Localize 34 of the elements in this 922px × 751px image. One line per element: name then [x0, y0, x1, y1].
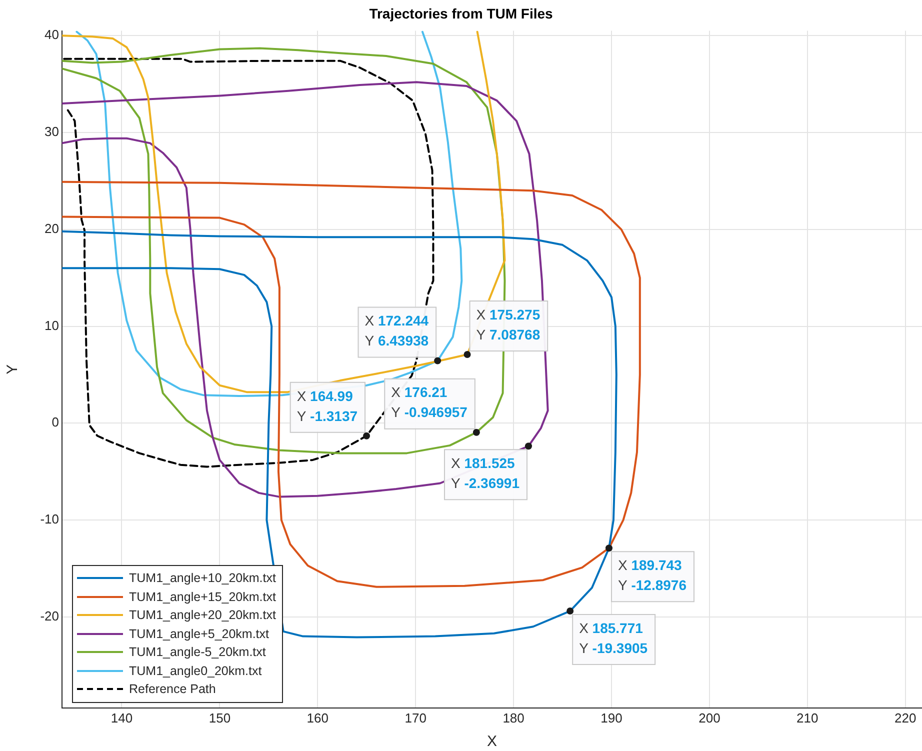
annotation: X 185.771 Y -19.3905 — [579, 620, 648, 656]
x-tick-label: 220 — [894, 710, 916, 726]
legend-label: TUM1_angle+15_20km.txt — [129, 588, 276, 606]
annotation: X 189.743 Y -12.8976 — [618, 556, 687, 593]
annotation: X 172.244 Y 6.43938 — [364, 312, 429, 349]
x-tick-label: 180 — [502, 710, 524, 726]
x-tick-label: 170 — [404, 710, 426, 726]
y-tick-label: 0 — [52, 414, 59, 430]
y-tick-label: 30 — [44, 124, 59, 140]
y-tick-label: -10 — [40, 512, 59, 527]
x-tick-label: 210 — [796, 710, 818, 726]
chart-title: Trajectories from TUM Files — [369, 5, 554, 22]
x-tick-label: 160 — [306, 710, 328, 726]
legend-label: Reference Path — [129, 681, 216, 698]
y-tick-label: 10 — [44, 318, 59, 333]
x-tick-label: 200 — [698, 710, 720, 726]
y-tick-label: 20 — [44, 220, 59, 236]
legend-label: TUM1_angle-5_20km.txt — [129, 644, 266, 661]
legend-label: TUM1_angle+10_20km.txt — [129, 570, 276, 587]
x-axis-title: X — [486, 733, 498, 750]
legend-label: TUM1_angle0_20km.txt — [129, 662, 262, 680]
legend-label: TUM1_angle+5_20km.txt — [129, 626, 270, 643]
x-tick-label: 150 — [208, 710, 231, 726]
y-axis-title: Y — [4, 364, 22, 374]
annotation: X 175.275 Y 7.08768 — [476, 306, 540, 342]
legend-label: TUM1_angle+20_20km.txt — [129, 607, 276, 624]
y-tick-label: 40 — [44, 27, 59, 42]
y-tick-label: -20 — [40, 608, 59, 624]
annotation: X 164.99 Y -1.3137 — [296, 388, 358, 424]
point — [363, 432, 370, 440]
x-tick-label: 190 — [600, 710, 622, 726]
annotation: X 181.525 Y -2.36991 — [450, 454, 520, 491]
x-tick-label: 140 — [110, 710, 133, 726]
annotation: X 176.21 Y -0.946957 — [391, 384, 468, 420]
